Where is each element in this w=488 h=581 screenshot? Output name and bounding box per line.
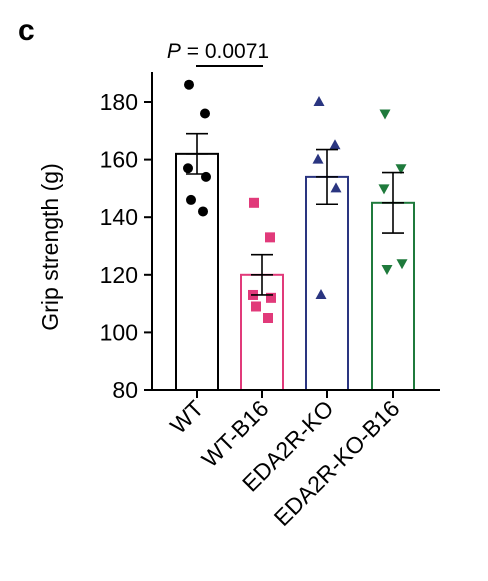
data-point [381, 265, 393, 276]
data-point [330, 182, 342, 193]
data-point [249, 197, 259, 208]
data-point [265, 232, 275, 243]
error-bars-layer [186, 132, 404, 296]
y-tick-label: 80 [112, 377, 138, 403]
data-point [186, 194, 196, 205]
bars-layer [175, 152, 415, 391]
data-point [200, 108, 210, 119]
y-ticks-layer: 80 100 120 140 160 180 [100, 89, 152, 403]
y-tick-label: 140 [100, 204, 138, 230]
points-layer [183, 79, 408, 323]
x-tick-label-eda2r-ko-b16: EDA2R-KO-B16 [269, 395, 405, 531]
y-tick-label: 180 [100, 89, 138, 115]
data-point [312, 153, 324, 164]
y-tick-label: 160 [100, 147, 138, 173]
y-axis-label: Grip strength (g) [37, 163, 63, 330]
data-point [378, 184, 390, 195]
bar-eda2r-ko [305, 175, 349, 391]
data-point [395, 164, 407, 175]
x-tick-label-wt: WT [165, 395, 209, 439]
data-point [315, 288, 327, 299]
y-tick-label: 120 [100, 262, 138, 288]
y-tick-label: 100 [100, 319, 138, 345]
data-point [396, 259, 408, 270]
data-point [329, 139, 341, 150]
data-point [266, 292, 276, 303]
data-point [183, 163, 193, 174]
p-value-symbol: P [167, 40, 181, 63]
bar-wt [175, 152, 219, 391]
p-value-number: = 0.0071 [181, 40, 269, 63]
panel-letter: c [18, 14, 35, 47]
p-value-annotation: P = 0.0071 [167, 40, 269, 63]
data-point [313, 96, 325, 106]
data-point [184, 79, 194, 90]
data-point [251, 301, 261, 312]
data-point [263, 313, 273, 323]
data-point [379, 109, 391, 120]
data-point [198, 206, 208, 217]
